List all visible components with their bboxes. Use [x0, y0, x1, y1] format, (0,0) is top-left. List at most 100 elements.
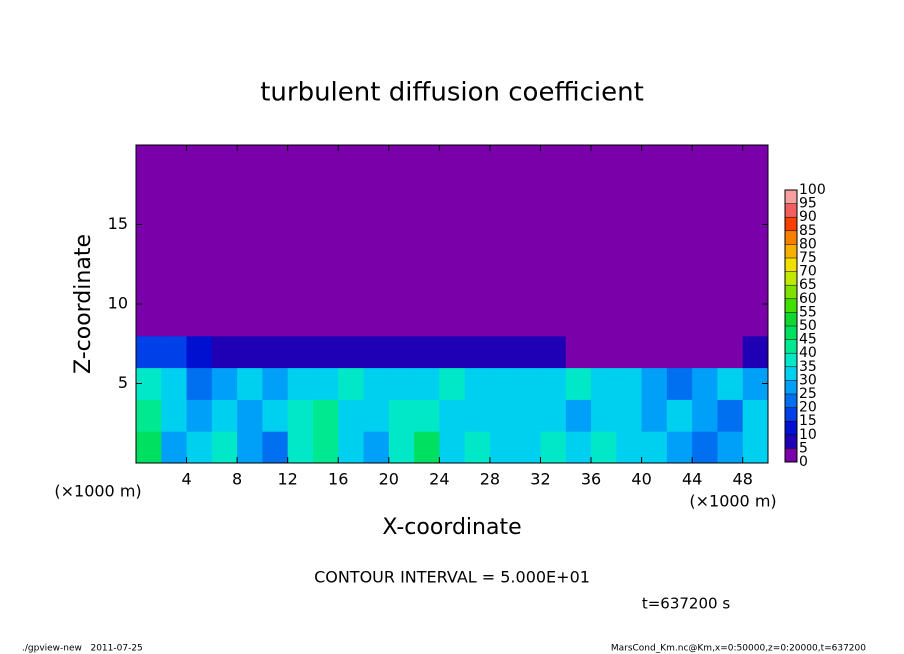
cell [489, 145, 516, 178]
x-tick-label: 48 [733, 470, 753, 489]
cell [338, 145, 365, 178]
cell [136, 272, 162, 305]
cell [237, 240, 263, 273]
cell [616, 176, 643, 210]
cell [591, 240, 617, 273]
cell [591, 367, 617, 400]
cell [388, 145, 415, 178]
colorbar-swatch [785, 203, 797, 218]
cell [414, 304, 440, 337]
cell [489, 304, 516, 337]
cell [464, 145, 491, 178]
cell [616, 367, 643, 400]
cell [616, 240, 643, 273]
cell [363, 272, 390, 305]
cell [439, 399, 466, 432]
cell [312, 367, 339, 400]
cell [540, 431, 567, 464]
y-unit-label: (×1000 m) [54, 482, 141, 501]
cell [616, 145, 643, 178]
cell [161, 240, 188, 273]
cell [742, 145, 769, 178]
cell [388, 240, 415, 273]
cell [565, 335, 592, 369]
cell [363, 367, 390, 400]
colorbar-label: 10 [799, 427, 817, 443]
cell [186, 431, 213, 464]
cell [717, 399, 744, 432]
cell [439, 176, 466, 210]
cell [515, 431, 541, 464]
colorbar-label: 75 [799, 250, 817, 266]
cell [388, 304, 415, 337]
cell [363, 145, 390, 178]
cell [161, 367, 188, 400]
y-tick-label: 10 [108, 294, 128, 313]
cell [211, 208, 238, 241]
cell [211, 145, 238, 178]
colorbar-label: 60 [799, 291, 817, 307]
cell [641, 145, 668, 178]
cell [237, 431, 263, 464]
cell [515, 208, 541, 241]
y-tick-label: 15 [108, 214, 128, 233]
cell [414, 145, 440, 178]
cell [591, 399, 617, 432]
colorbar-label: 20 [799, 400, 817, 416]
cell [565, 208, 592, 241]
colorbar-swatch [785, 190, 797, 204]
colorbar-swatch [785, 326, 797, 340]
x-tick-label: 44 [682, 470, 702, 489]
footer-left: ./gpview-new 2011-07-25 [22, 644, 143, 654]
cell [692, 399, 718, 432]
cell [439, 145, 466, 178]
cell [136, 399, 162, 432]
cell [666, 399, 693, 432]
cell [363, 431, 390, 464]
x-axis-label: X-coordinate [382, 515, 521, 540]
cell [237, 208, 263, 241]
cell [338, 399, 365, 432]
cell [161, 335, 188, 369]
cell [161, 208, 188, 241]
x-unit-label: (×1000 m) [689, 492, 776, 511]
cell [312, 431, 339, 464]
colorbar-swatch [785, 380, 797, 394]
cell [540, 272, 567, 305]
cell [211, 176, 238, 210]
cell [186, 208, 213, 241]
cell [489, 399, 516, 432]
cell [591, 272, 617, 305]
cell [616, 208, 643, 241]
colorbar-label: 45 [799, 332, 817, 348]
cell [565, 304, 592, 337]
colorbar-swatch [785, 394, 797, 408]
cell [540, 399, 567, 432]
cell [591, 176, 617, 210]
cell [312, 240, 339, 273]
cell [211, 240, 238, 273]
cell [489, 176, 516, 210]
cell [414, 208, 440, 241]
cell [540, 240, 567, 273]
cell [666, 240, 693, 273]
cell [464, 176, 491, 210]
cell [464, 367, 491, 400]
cell [388, 367, 415, 400]
cell [186, 399, 213, 432]
cell [414, 335, 440, 369]
cell [717, 367, 744, 400]
cell [489, 208, 516, 241]
colorbar-swatch [785, 339, 797, 354]
cell [717, 335, 744, 369]
cell [262, 176, 289, 210]
cell [338, 367, 365, 400]
cell [161, 304, 188, 337]
cell [312, 304, 339, 337]
cell [161, 399, 188, 432]
cell [287, 304, 314, 337]
cell [363, 176, 390, 210]
cell [136, 145, 162, 178]
cell [287, 272, 314, 305]
cell [591, 431, 617, 464]
